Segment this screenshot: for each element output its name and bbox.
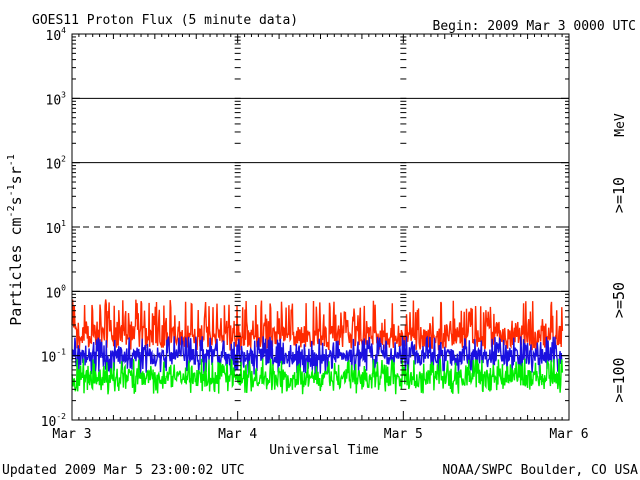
y-tick-mantissa: 10: [46, 29, 62, 44]
y-tick-label: 101: [46, 219, 67, 237]
legend-entry: >=100: [610, 357, 628, 402]
series-layer: [71, 299, 564, 395]
axis-ticks: [71, 33, 570, 421]
y-axis-label-part: Particles cm: [7, 217, 25, 325]
x-tick-label: Mar 5: [384, 427, 423, 442]
y-tick-label: 10-1: [41, 348, 66, 366]
legend-entry: >=50: [610, 282, 628, 318]
y-tick-label: 10-2: [41, 412, 66, 430]
y-axis-label: Particles cm-2s-1sr-1: [6, 154, 25, 326]
y-tick-exponent: 3: [61, 90, 66, 99]
x-tick-label: Mar 3: [52, 427, 91, 442]
y-tick-exponent: 0: [61, 283, 66, 292]
updated-timestamp: Updated 2009 Mar 5 23:00:02 UTC: [2, 463, 245, 478]
series-line-2: [71, 335, 563, 376]
y-axis-label-exponent: -1: [6, 184, 17, 196]
y-tick-mantissa: 10: [46, 286, 62, 301]
y-tick-label: 103: [46, 90, 67, 108]
legend-entry: >=10: [610, 177, 628, 213]
x-axis-label: Universal Time: [269, 443, 379, 458]
plot-frame: [71, 33, 570, 421]
y-tick-label: 104: [46, 26, 67, 44]
y-axis-label-part: s: [7, 196, 25, 205]
begin-date: Begin: 2009 Mar 3 0000 UTC: [433, 19, 637, 34]
y-tick-label: 100: [46, 283, 67, 301]
x-tick-label: Mar 6: [549, 427, 588, 442]
y-tick-exponent: 1: [61, 219, 66, 228]
y-tick-exponent: 2: [61, 155, 66, 164]
y-tick-exponent: -2: [56, 412, 66, 421]
y-tick-mantissa: 10: [46, 222, 62, 237]
y-tick-exponent: 4: [61, 26, 66, 35]
y-tick-mantissa: 10: [46, 93, 62, 108]
y-tick-label: 102: [46, 155, 67, 173]
y-tick-mantissa: 10: [46, 158, 62, 173]
x-tick-labels: Mar 3 Mar 4 Mar 5 Mar 6: [52, 427, 588, 442]
y-tick-mantissa: 10: [41, 415, 57, 430]
y-axis-label-part: sr: [7, 166, 25, 184]
legend: >=10 >=50 >=100 MeV: [610, 113, 628, 402]
series-line-3: [71, 357, 564, 395]
y-axis-label-exponent: -2: [6, 205, 17, 217]
series-line-1: [71, 299, 564, 351]
y-axis-label-exponent: -1: [6, 154, 17, 166]
credit: NOAA/SWPC Boulder, CO USA: [442, 463, 638, 478]
legend-unit: MeV: [613, 113, 628, 137]
x-tick-label: Mar 4: [218, 427, 257, 442]
chart-title: GOES11 Proton Flux (5 minute data): [32, 13, 298, 28]
y-tick-exponent: -1: [56, 348, 66, 357]
y-tick-mantissa: 10: [41, 351, 57, 366]
